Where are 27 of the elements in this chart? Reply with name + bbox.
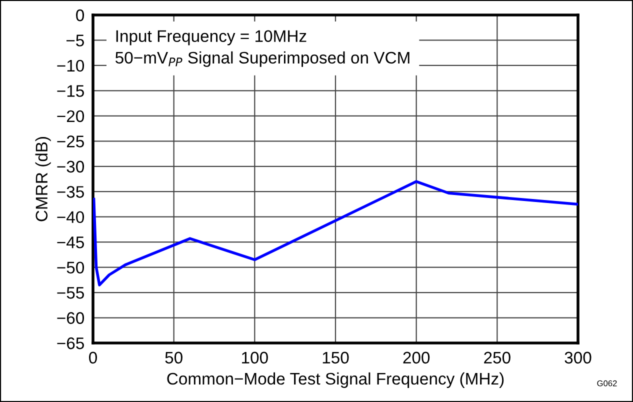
x-axis-title: Common−Mode Test Signal Frequency (MHz) xyxy=(167,372,504,388)
annotation: Input Frequency = 10MHz xyxy=(116,30,306,46)
y-tick-label: −35 xyxy=(57,186,84,198)
y-tick-label: −25 xyxy=(57,136,84,148)
text: G062 xyxy=(597,380,617,386)
x-tick-label: 100 xyxy=(242,352,268,364)
line-series xyxy=(93,180,578,286)
x-tick-label: 150 xyxy=(322,352,349,364)
y-tick-label: −55 xyxy=(57,287,84,299)
y-tick-label: −10 xyxy=(57,60,84,72)
y-tick-label: −45 xyxy=(57,236,84,248)
annotation: 50−mV$_{PP}$ Signal Superimposed on VCM xyxy=(115,51,410,67)
y-tick-label: −40 xyxy=(57,211,84,224)
x-tick-label: 0 xyxy=(89,352,97,364)
y-tick-label: −20 xyxy=(57,110,84,122)
x-tick-label: 200 xyxy=(403,352,430,364)
y-tick-label: −65 xyxy=(57,337,84,350)
y-tick-label: −15 xyxy=(57,85,84,97)
y-tick-label: −30 xyxy=(57,160,84,173)
y-tick-label: −5 xyxy=(66,34,84,46)
y-tick-label: 0 xyxy=(76,9,84,22)
x-tick-label: 50 xyxy=(165,352,182,364)
y-axis-title: CMRR (dB) xyxy=(35,136,51,222)
y-tick-label: −50 xyxy=(57,262,84,274)
y-tick-label: −60 xyxy=(57,312,84,324)
x-tick-label: 250 xyxy=(484,352,510,364)
x-tick-label: 300 xyxy=(564,352,592,364)
